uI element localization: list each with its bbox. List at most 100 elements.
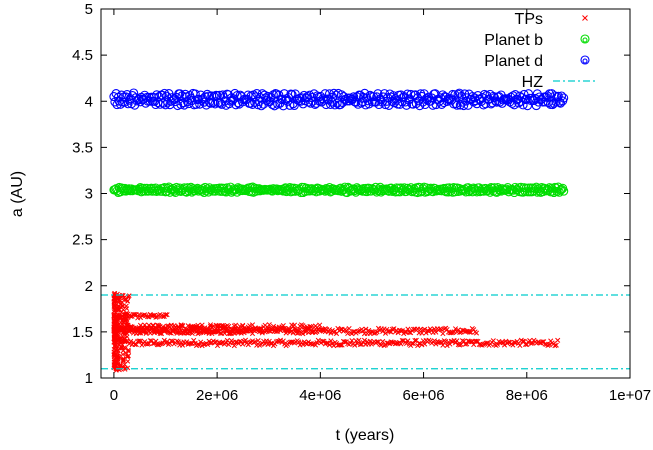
data-point [114,353,120,359]
data-point [500,340,506,346]
data-point [112,295,117,300]
data-point [300,341,306,348]
data-point [501,184,512,194]
data-point [485,340,491,346]
data-point [310,329,316,335]
data-point [120,357,126,363]
data-point [259,328,265,335]
data-point [126,347,131,353]
data-point [461,187,471,197]
y-tick-label: 1 [85,370,93,387]
data-point [350,329,356,335]
data-point [240,322,246,328]
data-point [119,309,124,315]
data-point [156,322,162,328]
data-point [542,341,548,347]
data-point [438,340,445,346]
data-point [312,342,319,348]
data-point [287,327,293,333]
x-axis: 0 2e+06 4e+06 6e+06 8e+06 1e+07 [110,9,651,404]
data-point [195,322,201,328]
data-point [423,330,429,336]
data-point [275,338,281,344]
data-point [363,326,369,332]
data-point [338,326,344,332]
y-tick-label: 3.5 [72,139,93,156]
data-point [168,95,178,105]
data-point [492,97,502,107]
data-point [433,341,439,347]
data-point [282,327,288,333]
data-point [555,337,561,343]
data-point [255,337,261,344]
data-point [322,329,328,335]
x-axis-title: t (years) [336,427,395,444]
data-point [406,329,412,336]
x-tick-label: 8e+06 [506,387,548,404]
data-point [265,325,271,331]
data-point [123,313,129,318]
data-point [437,186,447,196]
data-point [524,342,530,348]
data-point [380,328,386,334]
data-point [523,89,534,99]
data-point [170,338,176,344]
data-point [144,341,151,347]
y-tick-label: 2.5 [72,232,93,249]
data-point [351,97,361,107]
data-point [116,297,121,303]
y-tick-label: 2 [85,278,93,295]
data-point [139,328,145,334]
data-point [256,101,266,111]
data-point [459,327,466,333]
data-point [151,330,158,336]
data-point [506,92,516,102]
data-point [244,327,250,333]
legend-label: TPs [515,11,543,28]
data-point [508,185,518,195]
x-tick-label: 4e+06 [299,387,341,404]
data-point [466,329,473,335]
data-point [444,343,450,349]
data-point [231,343,237,349]
plot-content [101,88,630,373]
data-point [552,343,558,349]
data-point [394,340,400,346]
data-point [366,327,372,333]
data-point [230,328,236,334]
data-point [356,337,362,343]
data-point [457,342,463,348]
data-point [338,342,344,348]
data-point [249,330,256,337]
data-point [360,328,366,334]
data-point [529,340,536,346]
data-point [551,97,561,107]
data-point [374,329,380,335]
data-point [382,330,389,336]
data-point [207,340,214,346]
data-point [294,327,300,333]
data-point [112,319,118,325]
data-point [419,330,425,336]
data-point [452,326,459,332]
data-point [405,326,411,332]
data-point [116,303,122,309]
data-point [124,334,130,340]
y-tick-label: 3 [85,186,93,203]
data-point [405,338,411,344]
data-point [280,338,286,344]
series-tps [111,290,561,373]
data-point [122,345,127,350]
data-point [321,99,331,110]
data-point [307,323,313,329]
data-point [117,345,122,351]
data-point [342,339,348,345]
data-point [410,326,417,332]
data-point [368,329,375,335]
data-point [437,326,443,332]
data-point [277,327,284,333]
data-point [367,338,373,344]
data-point [199,325,205,331]
data-point [174,329,180,335]
data-point [426,328,432,334]
